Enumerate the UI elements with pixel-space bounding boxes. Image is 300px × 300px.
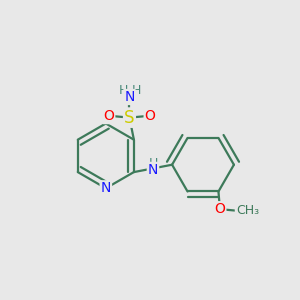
Text: H: H	[131, 84, 141, 97]
Text: N: N	[148, 163, 158, 177]
Text: CH₃: CH₃	[236, 204, 259, 217]
Text: H: H	[148, 157, 158, 169]
Text: N: N	[100, 181, 111, 195]
Text: S: S	[124, 109, 135, 127]
Text: O: O	[103, 109, 114, 123]
Text: O: O	[145, 109, 155, 123]
Text: H: H	[118, 84, 128, 97]
Text: N: N	[124, 90, 135, 104]
Text: O: O	[214, 202, 225, 216]
